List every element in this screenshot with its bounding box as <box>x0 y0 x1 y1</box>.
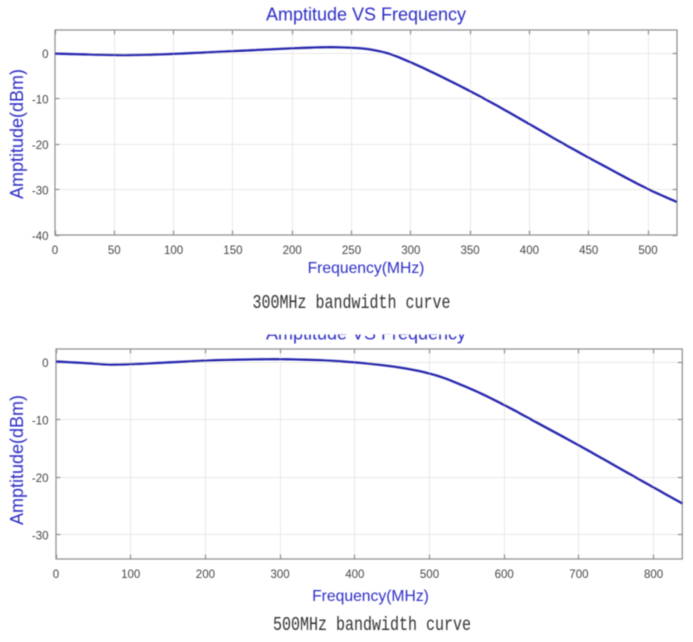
svg-text:Amptitude VS Frequency: Amptitude VS Frequency <box>266 5 466 25</box>
svg-text:50: 50 <box>108 245 121 257</box>
svg-text:-30: -30 <box>32 185 49 197</box>
svg-text:-30: -30 <box>32 531 49 543</box>
svg-text:0: 0 <box>42 358 48 370</box>
svg-text:800: 800 <box>644 569 663 581</box>
svg-text:500: 500 <box>638 245 657 257</box>
svg-text:350: 350 <box>461 245 480 257</box>
svg-text:400: 400 <box>520 245 539 257</box>
svg-text:300MHz bandwidth curve: 300MHz bandwidth curve <box>253 294 451 315</box>
svg-text:0: 0 <box>52 245 58 257</box>
svg-text:300: 300 <box>271 569 290 581</box>
svg-text:Frequency(MHz): Frequency(MHz) <box>312 588 429 605</box>
svg-text:-10: -10 <box>32 416 49 428</box>
svg-text:450: 450 <box>579 245 598 257</box>
svg-text:400: 400 <box>345 569 364 581</box>
svg-text:200: 200 <box>196 569 215 581</box>
svg-text:200: 200 <box>283 245 302 257</box>
svg-text:-20: -20 <box>32 140 49 152</box>
svg-text:Amptitude(dBm): Amptitude(dBm) <box>7 395 27 525</box>
svg-text:0: 0 <box>53 569 59 581</box>
svg-text:250: 250 <box>342 245 361 257</box>
svg-text:700: 700 <box>569 569 588 581</box>
svg-text:500MHz bandwidth curve: 500MHz bandwidth curve <box>273 616 471 637</box>
svg-text:300: 300 <box>401 245 420 257</box>
svg-text:-10: -10 <box>32 94 49 106</box>
svg-text:-20: -20 <box>32 473 49 485</box>
svg-text:100: 100 <box>164 245 183 257</box>
svg-text:Amptitude(dBm): Amptitude(dBm) <box>7 69 27 199</box>
svg-text:-40: -40 <box>32 231 49 243</box>
svg-text:150: 150 <box>223 245 242 257</box>
svg-text:600: 600 <box>495 569 514 581</box>
svg-text:Frequency(MHz): Frequency(MHz) <box>308 260 425 277</box>
svg-text:100: 100 <box>121 569 140 581</box>
svg-text:500: 500 <box>420 569 439 581</box>
svg-text:0: 0 <box>42 49 48 61</box>
